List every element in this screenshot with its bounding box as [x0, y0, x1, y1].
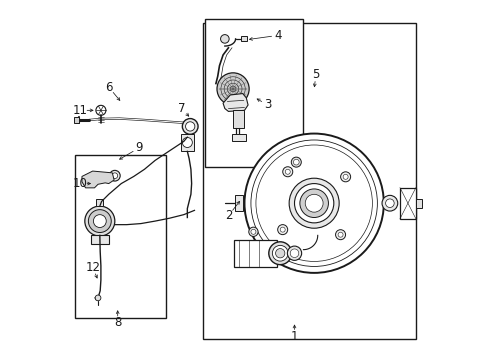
Polygon shape	[223, 94, 247, 111]
Circle shape	[272, 246, 287, 261]
Circle shape	[299, 189, 328, 217]
Circle shape	[280, 227, 285, 232]
Circle shape	[185, 122, 194, 131]
Text: 9: 9	[135, 141, 142, 154]
Circle shape	[88, 210, 111, 233]
Bar	[74, 117, 80, 123]
Bar	[234, 195, 242, 211]
Circle shape	[84, 206, 115, 236]
Bar	[399, 188, 415, 219]
Text: 10: 10	[73, 177, 87, 190]
Circle shape	[275, 249, 285, 258]
Bar	[205, 19, 303, 167]
Circle shape	[287, 246, 301, 260]
Text: 3: 3	[264, 99, 271, 112]
Circle shape	[220, 35, 229, 43]
Circle shape	[217, 73, 248, 105]
Text: 5: 5	[312, 68, 319, 81]
Circle shape	[337, 232, 343, 237]
Circle shape	[109, 170, 120, 181]
Bar	[415, 199, 422, 207]
Bar	[75, 155, 165, 318]
Circle shape	[288, 178, 339, 228]
Circle shape	[385, 199, 393, 207]
Bar	[231, 134, 246, 141]
Circle shape	[250, 229, 255, 234]
Polygon shape	[82, 171, 114, 188]
Circle shape	[335, 230, 345, 240]
Circle shape	[343, 174, 347, 179]
Bar	[96, 199, 103, 206]
Circle shape	[244, 134, 383, 273]
Text: 8: 8	[114, 316, 121, 329]
Circle shape	[182, 138, 192, 148]
Circle shape	[294, 184, 333, 223]
Text: 4: 4	[274, 29, 282, 42]
Circle shape	[282, 167, 292, 177]
Circle shape	[112, 173, 118, 179]
Circle shape	[290, 249, 298, 257]
Bar	[233, 111, 244, 128]
Text: 7: 7	[178, 102, 185, 115]
Text: 11: 11	[73, 104, 87, 117]
Circle shape	[285, 169, 290, 174]
Bar	[241, 36, 247, 41]
Circle shape	[291, 157, 301, 167]
Circle shape	[93, 215, 106, 228]
Circle shape	[305, 194, 323, 212]
Circle shape	[95, 295, 101, 301]
Circle shape	[182, 118, 198, 134]
Text: 1: 1	[290, 330, 298, 343]
Bar	[233, 240, 276, 267]
Bar	[203, 23, 415, 339]
Circle shape	[268, 242, 291, 265]
Circle shape	[248, 227, 258, 237]
Circle shape	[277, 225, 287, 235]
Circle shape	[381, 195, 397, 211]
Circle shape	[340, 172, 350, 182]
Circle shape	[293, 159, 299, 165]
Text: 2: 2	[224, 209, 232, 222]
Bar	[91, 235, 108, 244]
Circle shape	[96, 105, 106, 115]
Text: 6: 6	[105, 81, 112, 94]
Text: 12: 12	[85, 261, 100, 274]
Bar	[181, 134, 193, 152]
